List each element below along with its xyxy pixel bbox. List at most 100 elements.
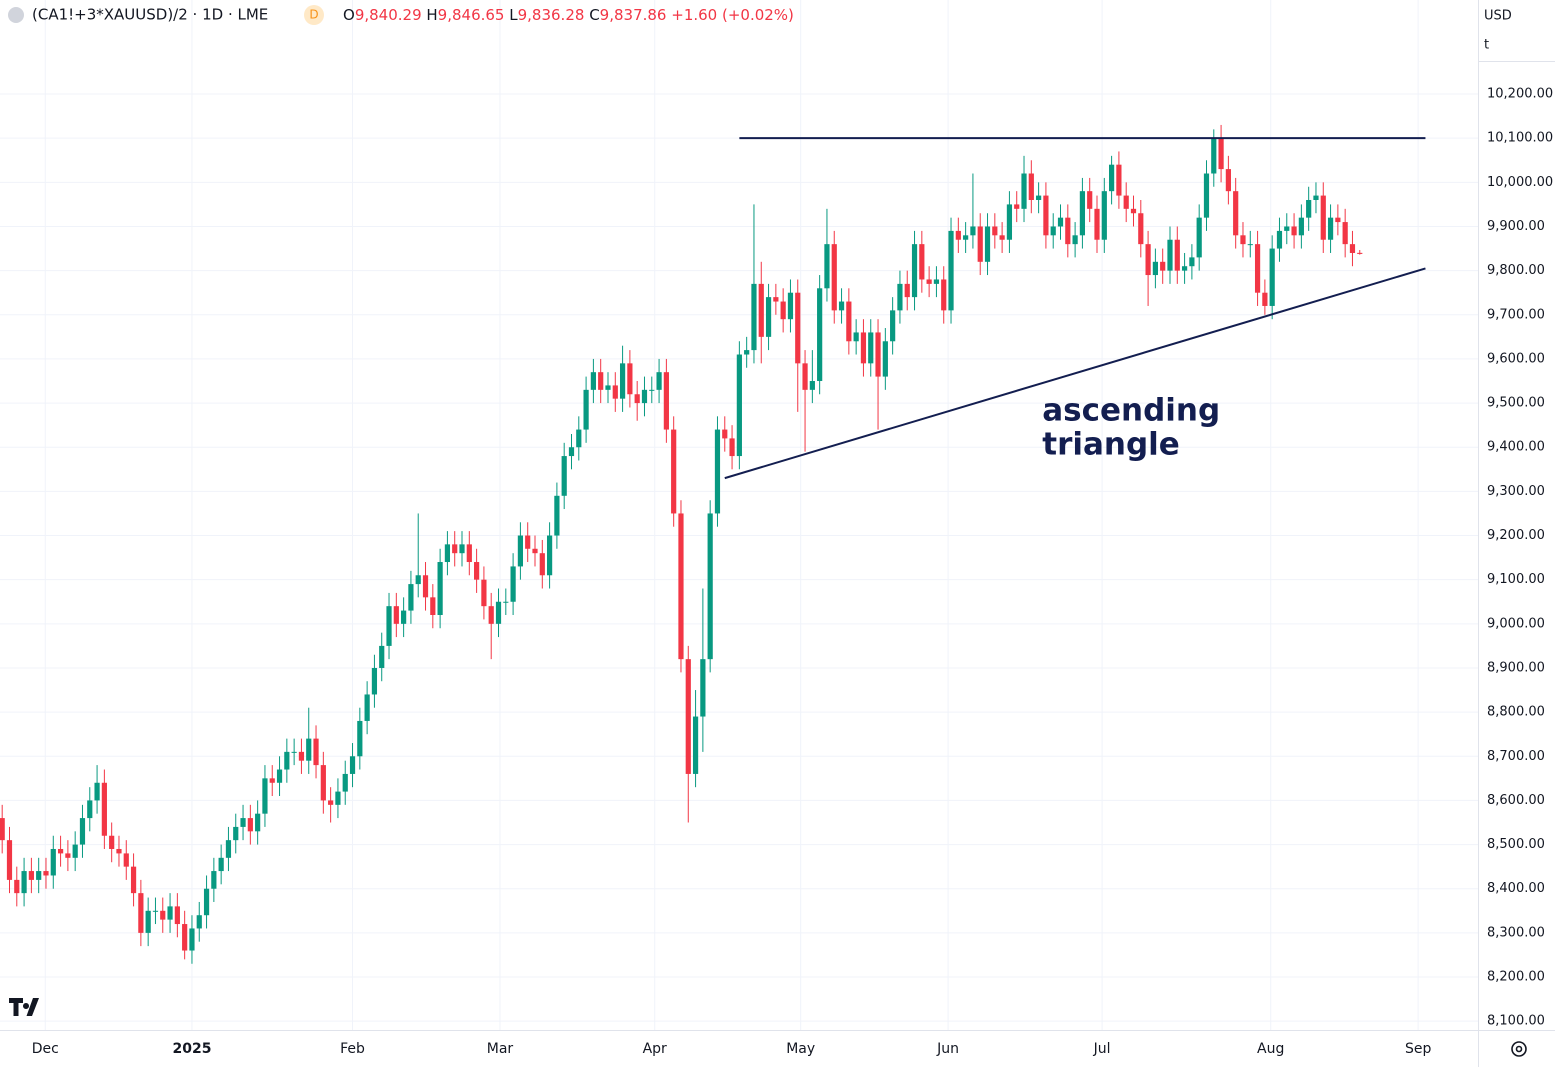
- candle-body: [875, 332, 881, 377]
- candle-body: [758, 283, 764, 337]
- candle-body: [72, 844, 78, 858]
- candle-body: [1043, 195, 1049, 236]
- candle-body: [65, 853, 71, 858]
- ohlc-key: H: [426, 6, 437, 24]
- candle-body: [590, 372, 596, 390]
- candle-body: [685, 659, 691, 774]
- candle-body: [225, 840, 232, 858]
- candle-body: [495, 601, 502, 624]
- gear[interactable]: [1511, 1041, 1527, 1057]
- candle-body: [1254, 244, 1261, 293]
- candle-body: [1167, 239, 1173, 271]
- y-tick-label: 8,800.00: [1487, 705, 1545, 720]
- candle-body: [700, 659, 706, 717]
- candle-body: [1130, 208, 1137, 214]
- candle-body: [320, 765, 326, 801]
- candle-body: [532, 548, 538, 554]
- candle-body: [890, 310, 896, 342]
- candle-body: [933, 279, 940, 284]
- candle-body: [211, 871, 217, 889]
- x-tick-label: Apr: [643, 1041, 667, 1057]
- y-tick-label: 9,100.00: [1487, 572, 1545, 587]
- ohlc-value: 9,846.65: [438, 6, 505, 24]
- candle-body: [838, 301, 845, 311]
- y-tick-label: 8,600.00: [1487, 793, 1545, 808]
- y-tick-label: 8,100.00: [1487, 1014, 1545, 1029]
- y-tick-label: 9,700.00: [1487, 307, 1545, 322]
- candle-body: [101, 782, 107, 836]
- candle-body: [1211, 138, 1217, 174]
- candle-body: [525, 535, 531, 549]
- candle-body: [1101, 191, 1107, 240]
- candle-body: [1196, 217, 1202, 258]
- x-tick-label: Jul: [1093, 1041, 1111, 1057]
- candle-body: [1357, 252, 1363, 254]
- settings[interactable]: [1511, 1041, 1527, 1057]
- candle-body: [1116, 164, 1122, 196]
- candle-body: [240, 818, 246, 827]
- candle-body: [1233, 191, 1239, 236]
- candle-body: [364, 694, 370, 721]
- candle-body: [517, 535, 524, 567]
- candle-body: [1174, 239, 1180, 271]
- candle-body: [882, 341, 888, 377]
- candle-body: [1284, 226, 1290, 231]
- candle-body: [853, 332, 859, 342]
- y-tick-label: 10,100.00: [1487, 131, 1553, 146]
- candle-body: [1160, 261, 1166, 271]
- candle-body: [1291, 226, 1297, 236]
- candle-body: [335, 791, 341, 805]
- y-tick-label: 9,600.00: [1487, 351, 1545, 366]
- candle-body: [729, 438, 735, 457]
- candle-body: [43, 871, 49, 876]
- y-tick-label: 9,900.00: [1487, 219, 1545, 234]
- candle-body: [481, 579, 487, 607]
- candle-body: [152, 910, 159, 912]
- y-tick-label: 8,700.00: [1487, 749, 1545, 764]
- candle-body: [393, 606, 399, 624]
- candle-body: [554, 495, 560, 536]
- candle-body: [1152, 261, 1158, 276]
- candle-body: [634, 394, 640, 404]
- ohlc-value: 9,837.86: [600, 6, 667, 24]
- candle-body: [510, 566, 516, 602]
- candle-body: [1094, 208, 1100, 240]
- y-tick-label: 9,800.00: [1487, 263, 1545, 278]
- trendline: [724, 267, 1426, 480]
- candle-body: [1021, 173, 1027, 209]
- candle-body: [138, 893, 144, 933]
- candle-body: [605, 385, 611, 390]
- badge: D: [309, 8, 318, 22]
- candle-body: [109, 835, 115, 849]
- candle-body: [963, 235, 969, 240]
- x-tick-label: 2025: [172, 1041, 211, 1057]
- annotation: ascending: [1042, 392, 1220, 428]
- candle-body: [182, 924, 188, 951]
- candle-body: [313, 738, 319, 766]
- candle-body: [1247, 244, 1253, 246]
- y-tick-label: 10,200.00: [1487, 87, 1553, 102]
- candle-body: [328, 800, 334, 805]
- candle-body: [160, 910, 166, 920]
- candle-body: [386, 606, 392, 646]
- ohlc-key: C: [589, 6, 599, 24]
- candle-body: [722, 429, 728, 439]
- candle-body: [751, 283, 757, 351]
- x-tick-label: Feb: [340, 1041, 365, 1057]
- candle-body: [444, 544, 451, 563]
- candle-body: [196, 915, 202, 929]
- y-tick-label: 8,500.00: [1487, 837, 1545, 852]
- candle-body: [50, 848, 56, 876]
- candle-body: [57, 848, 64, 854]
- candle-body: [306, 738, 312, 761]
- unit-currency: USD: [1484, 9, 1512, 24]
- gear-hub[interactable]: [1515, 1045, 1523, 1053]
- unit-measure: t: [1484, 38, 1489, 53]
- candle-body: [1138, 213, 1144, 245]
- logo-shape: [9, 998, 39, 1016]
- x-tick-label: May: [786, 1041, 815, 1057]
- candle-body: [568, 447, 575, 457]
- candle-body: [87, 800, 93, 819]
- candle-body: [824, 244, 830, 289]
